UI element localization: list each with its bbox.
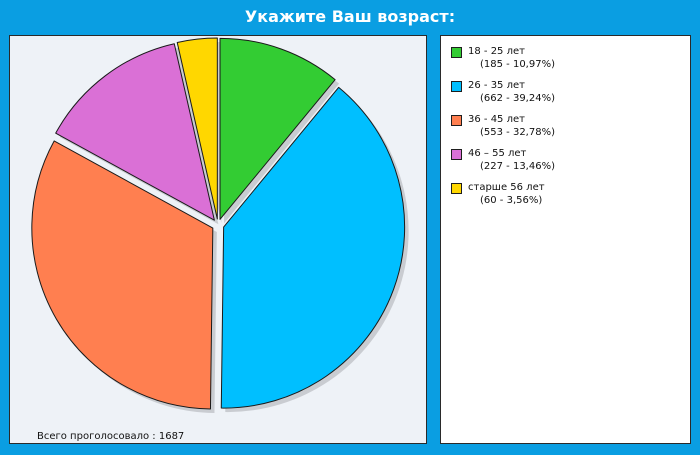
pie-slice [220, 86, 406, 409]
total-votes: Всего проголосовало : 1687 [37, 431, 184, 442]
pie-slice [219, 37, 336, 220]
legend-swatch [451, 149, 462, 160]
total-votes-separator: : [149, 431, 159, 442]
legend-value: (553 - 32,78%) [480, 127, 555, 138]
legend-swatch [451, 47, 462, 58]
pie-slice [176, 37, 218, 220]
pie-chart [31, 37, 409, 414]
chart-title: Укажите Ваш возраст: [244, 7, 456, 26]
legend-label: 26 - 35 лет [468, 80, 525, 91]
legend-value: (227 - 13,46%) [480, 161, 555, 172]
legend-swatch [451, 115, 462, 126]
pie-slice [55, 43, 215, 221]
total-votes-label: Всего проголосовало [37, 431, 150, 442]
legend-label: старше 56 лет [468, 182, 545, 193]
legend-panel: 18 - 25 лет (185 - 10,97%) 26 - 35 лет (… [440, 35, 691, 444]
legend-swatch [451, 81, 462, 92]
legend-swatch [451, 183, 462, 194]
legend-label: 18 - 25 лет [468, 46, 525, 57]
legend-value: (185 - 10,97%) [480, 59, 555, 70]
legend-label: 46 – 55 лет [468, 148, 527, 159]
pie-slice [31, 140, 214, 410]
legend-value: (662 - 39,24%) [480, 93, 555, 104]
legend-label: 36 - 45 лет [468, 114, 525, 125]
pie-panel: Всего проголосовало : 1687 [9, 35, 427, 444]
legend-value: (60 - 3,56%) [480, 195, 543, 206]
total-votes-value: 1687 [158, 431, 185, 442]
